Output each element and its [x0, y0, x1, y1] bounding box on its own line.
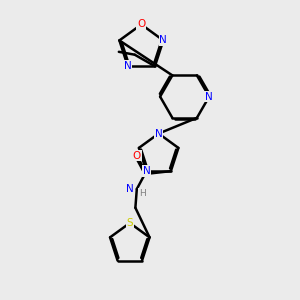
Text: H: H	[139, 189, 145, 198]
Text: S: S	[127, 218, 133, 228]
Text: N: N	[159, 35, 167, 45]
Text: N: N	[124, 61, 132, 71]
Text: N: N	[142, 166, 150, 176]
Text: N: N	[205, 92, 213, 102]
Text: O: O	[133, 151, 141, 160]
Text: N: N	[155, 129, 163, 139]
Text: N: N	[126, 184, 134, 194]
Text: O: O	[137, 20, 146, 29]
